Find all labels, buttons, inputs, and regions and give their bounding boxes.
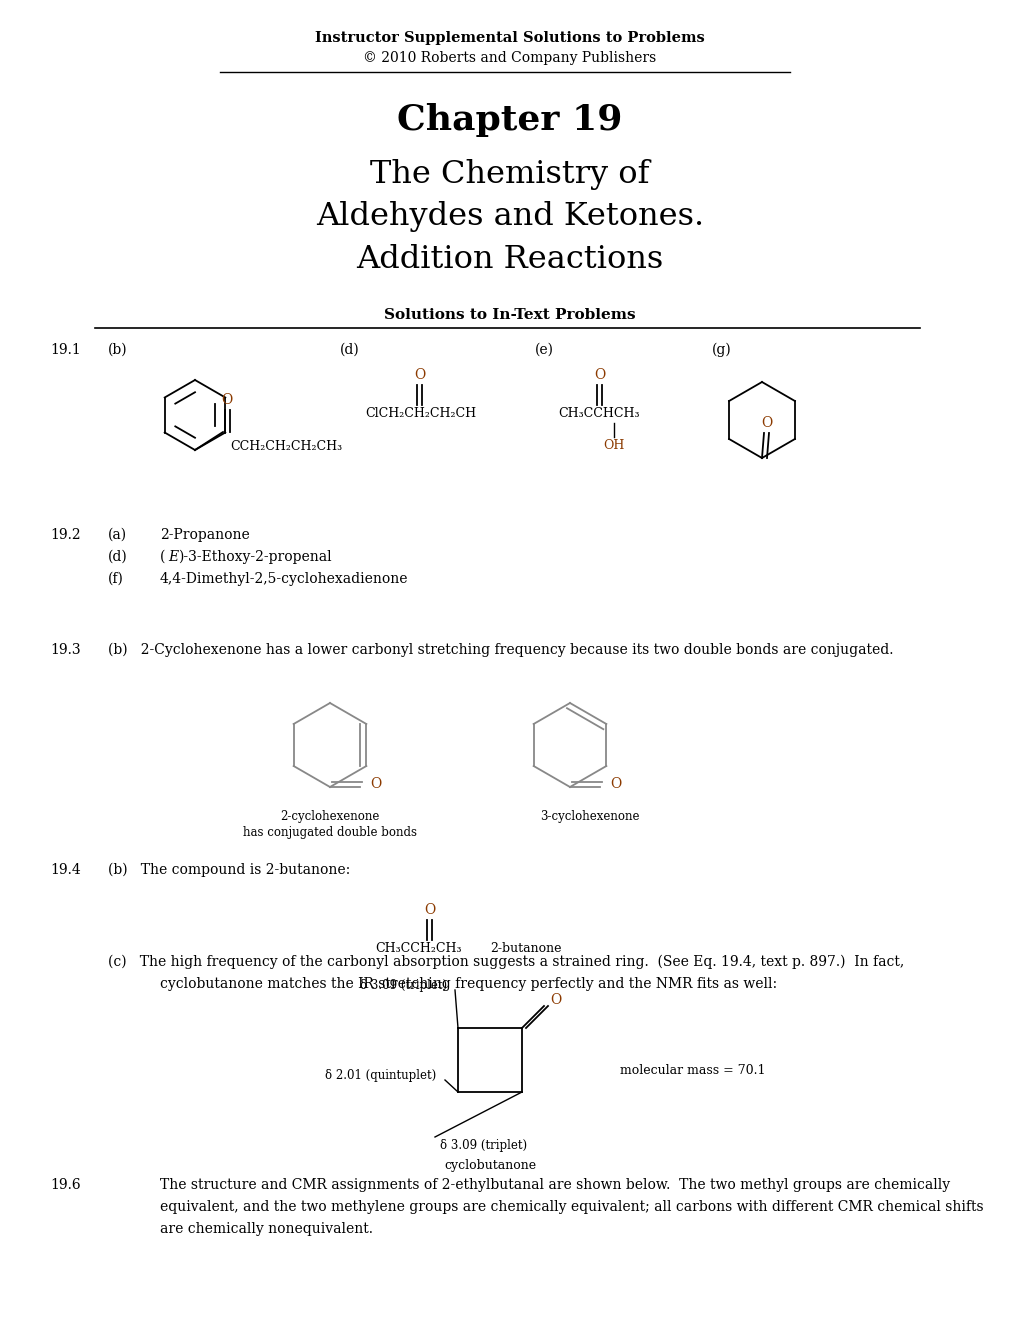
Text: 2-cyclohexenone: 2-cyclohexenone <box>280 810 379 822</box>
Text: (d): (d) <box>339 343 360 356</box>
Text: cyclobutanone matches the IR stretching frequency perfectly and the NMR fits as : cyclobutanone matches the IR stretching … <box>160 977 776 991</box>
Text: (g): (g) <box>711 343 731 358</box>
Text: (b)   2-Cyclohexenone has a lower carbonyl stretching frequency because its two : (b) 2-Cyclohexenone has a lower carbonyl… <box>108 643 893 657</box>
Text: O: O <box>221 393 232 407</box>
Text: O: O <box>370 777 381 791</box>
Text: molecular mass = 70.1: molecular mass = 70.1 <box>620 1064 764 1077</box>
Text: (f): (f) <box>108 572 123 586</box>
Text: 19.1: 19.1 <box>50 343 81 356</box>
Text: 19.2: 19.2 <box>50 528 81 543</box>
Text: 19.3: 19.3 <box>50 643 81 657</box>
Text: (c)   The high frequency of the carbonyl absorption suggests a strained ring.  (: (c) The high frequency of the carbonyl a… <box>108 954 904 969</box>
Text: Addition Reactions: Addition Reactions <box>356 243 663 275</box>
Text: (b)   The compound is 2-butanone:: (b) The compound is 2-butanone: <box>108 863 350 878</box>
Text: 4,4-Dimethyl-2,5-cyclohexadienone: 4,4-Dimethyl-2,5-cyclohexadienone <box>160 572 408 586</box>
Text: Chapter 19: Chapter 19 <box>397 103 622 137</box>
Text: OH: OH <box>602 440 624 451</box>
Text: CCH₂CH₂CH₂CH₃: CCH₂CH₂CH₂CH₃ <box>229 440 341 453</box>
Text: CH₃CCH₂CH₃: CH₃CCH₂CH₃ <box>375 942 461 954</box>
Text: O: O <box>609 777 621 791</box>
Text: E: E <box>168 550 178 564</box>
Text: Solutions to In-Text Problems: Solutions to In-Text Problems <box>384 308 635 322</box>
Text: ClCH₂CH₂CH₂CH: ClCH₂CH₂CH₂CH <box>365 407 476 420</box>
Text: The Chemistry of: The Chemistry of <box>370 160 649 190</box>
Text: CH₃CCHCH₃: CH₃CCHCH₃ <box>557 407 639 420</box>
Text: equivalent, and the two methylene groups are chemically equivalent; all carbons : equivalent, and the two methylene groups… <box>160 1200 982 1214</box>
Text: © 2010 Roberts and Company Publishers: © 2010 Roberts and Company Publishers <box>363 51 656 65</box>
Text: 19.6: 19.6 <box>50 1177 81 1192</box>
Text: δ 3.09 (triplet): δ 3.09 (triplet) <box>439 1138 527 1151</box>
Text: O: O <box>594 368 605 381</box>
Text: (e): (e) <box>535 343 553 356</box>
Text: Aldehydes and Ketones.: Aldehydes and Ketones. <box>316 202 703 232</box>
Text: Instructor Supplemental Solutions to Problems: Instructor Supplemental Solutions to Pro… <box>315 30 704 45</box>
Text: 3-cyclohexenone: 3-cyclohexenone <box>540 810 639 822</box>
Text: The structure and CMR assignments of 2-ethylbutanal are shown below.  The two me: The structure and CMR assignments of 2-e… <box>160 1177 949 1192</box>
Text: 2-Propanone: 2-Propanone <box>160 528 250 543</box>
Text: 19.4: 19.4 <box>50 863 81 876</box>
Text: has conjugated double bonds: has conjugated double bonds <box>243 826 417 840</box>
Text: O: O <box>414 368 425 381</box>
Text: 2-butanone: 2-butanone <box>489 942 560 954</box>
Text: (a): (a) <box>108 528 127 543</box>
Text: O: O <box>760 416 771 430</box>
Text: O: O <box>424 903 435 917</box>
Text: are chemically nonequivalent.: are chemically nonequivalent. <box>160 1222 373 1236</box>
Text: O: O <box>549 993 560 1007</box>
Text: (b): (b) <box>108 343 127 356</box>
Text: )-3-Ethoxy-2-propenal: )-3-Ethoxy-2-propenal <box>178 550 331 564</box>
Text: cyclobutanone: cyclobutanone <box>443 1159 536 1172</box>
Text: δ 3.09 (triplet): δ 3.09 (triplet) <box>360 978 446 991</box>
Text: (d): (d) <box>108 550 127 564</box>
Text: δ 2.01 (quintuplet): δ 2.01 (quintuplet) <box>325 1068 436 1081</box>
Text: (: ( <box>160 550 165 564</box>
